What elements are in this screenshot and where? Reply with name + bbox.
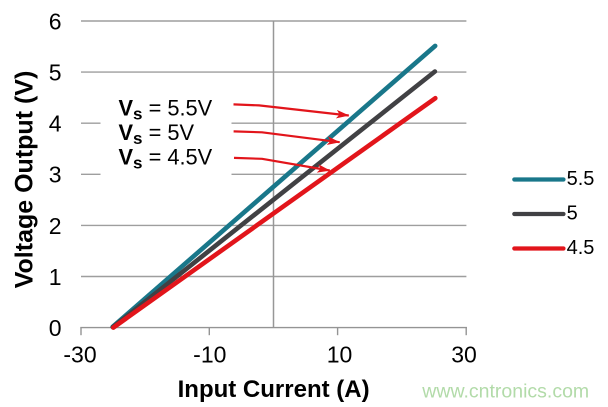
svg-text:0: 0 bbox=[49, 315, 62, 341]
svg-text:-30: -30 bbox=[63, 342, 96, 368]
svg-text:30: 30 bbox=[451, 342, 477, 368]
svg-text:3: 3 bbox=[49, 162, 62, 188]
svg-text:10: 10 bbox=[327, 342, 353, 368]
svg-text:4: 4 bbox=[49, 111, 62, 137]
svg-text:Vs = 4.5V: Vs = 4.5V bbox=[119, 144, 213, 172]
svg-text:4.5: 4.5 bbox=[567, 237, 595, 259]
svg-text:Vs = 5.5V: Vs = 5.5V bbox=[119, 95, 213, 123]
svg-text:1: 1 bbox=[49, 264, 62, 290]
svg-text:Vs = 5V: Vs = 5V bbox=[119, 120, 195, 148]
svg-text:5: 5 bbox=[567, 203, 578, 225]
svg-text:2: 2 bbox=[49, 213, 62, 239]
svg-text:6: 6 bbox=[49, 8, 62, 34]
svg-text:5.5: 5.5 bbox=[567, 168, 595, 190]
svg-text:www.cntronics.com: www.cntronics.com bbox=[421, 381, 589, 403]
svg-text:Input Current (A): Input Current (A) bbox=[178, 376, 370, 403]
svg-text:Voltage Output (V): Voltage Output (V) bbox=[11, 71, 39, 289]
svg-text:-10: -10 bbox=[193, 342, 226, 368]
svg-text:5: 5 bbox=[49, 60, 62, 86]
